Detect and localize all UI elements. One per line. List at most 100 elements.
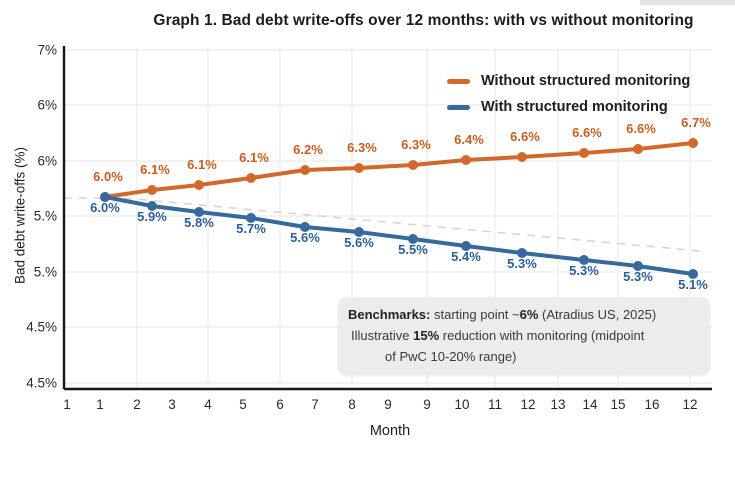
data-point <box>408 160 418 170</box>
legend-item-with-monitoring: With structured monitoring <box>447 94 690 120</box>
note-line: Benchmarks: starting point ~6% (Atradius… <box>348 304 700 325</box>
data-point <box>688 138 698 148</box>
y-tick-label: 7% <box>37 43 57 58</box>
data-point <box>461 155 471 165</box>
data-point-label: 5.1% <box>678 277 708 292</box>
data-point-label: 6.3% <box>401 137 431 152</box>
data-point-label: 6.1% <box>140 162 170 177</box>
data-point <box>300 165 310 175</box>
data-point-label: 5.3% <box>569 263 599 278</box>
chart-title: Graph 1. Bad debt write-offs over 12 mon… <box>153 12 694 29</box>
data-point <box>517 248 527 258</box>
data-point-label: 6.0% <box>93 169 123 184</box>
data-point-label: 5.4% <box>451 249 481 264</box>
data-point-label: 6.0% <box>90 200 120 215</box>
y-tick-label: 6% <box>37 154 57 169</box>
data-point <box>517 152 527 162</box>
note-text: Illustrative <box>351 328 414 343</box>
x-tick-label: 10 <box>454 397 469 412</box>
x-tick-label: 1 <box>63 397 71 412</box>
series-line <box>103 141 695 199</box>
data-point <box>246 173 256 183</box>
x-tick-label: 11 <box>488 397 502 412</box>
data-point <box>461 241 471 251</box>
legend: Without structured monitoring With struc… <box>447 68 690 120</box>
data-point <box>246 213 256 223</box>
data-point <box>147 201 157 211</box>
note-lines: Benchmarks: starting point ~6% (Atradius… <box>348 304 700 367</box>
data-point-label: 6.1% <box>239 150 269 165</box>
note-line: of PwC 10-20% range) <box>348 346 700 367</box>
legend-label: With structured monitoring <box>481 99 668 115</box>
x-tick-label: 12 <box>682 397 697 412</box>
note-text: of PwC 10-20% range) <box>385 349 517 364</box>
screenshot-artifact-bar <box>640 0 735 5</box>
legend-swatch-blue-icon <box>447 104 470 110</box>
y-tick-label: 4.5% <box>26 376 57 391</box>
y-tick-label: 6% <box>37 98 57 113</box>
data-point <box>579 148 589 158</box>
data-point <box>579 255 589 265</box>
data-point <box>633 144 643 154</box>
data-point <box>300 222 310 232</box>
x-tick-label: 8 <box>348 397 356 412</box>
benchmark-note-box: Benchmarks: starting point ~6% (Atradius… <box>338 297 710 375</box>
x-tick-label: 9 <box>423 397 431 412</box>
note-text: starting point ~ <box>430 307 520 322</box>
x-tick-label: 2 <box>133 397 141 412</box>
data-point-label: 6.6% <box>510 129 540 144</box>
x-tick-label: 13 <box>550 397 565 412</box>
data-point <box>194 207 204 217</box>
data-point <box>194 180 204 190</box>
data-point-label: 6.1% <box>187 157 217 172</box>
data-point <box>354 163 364 173</box>
y-tick-label: 5.% <box>34 209 57 224</box>
data-point-label: 5.6% <box>290 230 320 245</box>
legend-swatch-orange-icon <box>447 78 470 84</box>
x-tick-label: 5 <box>239 397 247 412</box>
series-line <box>103 195 695 276</box>
data-point-label: 6.7% <box>681 115 711 130</box>
data-point <box>354 227 364 237</box>
x-tick-label: 4 <box>204 397 212 412</box>
legend-item-without-monitoring: Without structured monitoring <box>447 68 690 94</box>
data-point <box>633 261 643 271</box>
x-tick-label: 9 <box>384 397 392 412</box>
note-text: reduction with monitoring (midpoint <box>439 328 645 343</box>
data-point-label: 6.2% <box>293 142 323 157</box>
data-point-label: 6.6% <box>626 121 656 136</box>
note-text-bold: 15% <box>413 328 440 343</box>
y-tick-label: 5.% <box>34 265 57 280</box>
data-point-label: 5.8% <box>184 215 214 230</box>
x-tick-label: 14 <box>582 397 598 412</box>
data-point-label: 5.3% <box>507 256 537 271</box>
note-text-bold: 6% <box>519 307 539 322</box>
x-tick-label: 6 <box>276 397 284 412</box>
data-point-label: 5.3% <box>623 269 653 284</box>
x-tick-label: 12 <box>520 397 535 412</box>
data-point-label: 6.3% <box>347 140 377 155</box>
data-point-label: 5.6% <box>344 235 374 250</box>
y-tick-label: 4.5% <box>26 320 57 335</box>
x-tick-label: 1 <box>96 397 104 412</box>
data-point-label: 5.5% <box>398 242 428 257</box>
data-point <box>147 185 157 195</box>
x-tick-label: 15 <box>610 397 625 412</box>
data-point <box>688 269 698 279</box>
note-text: (Atradius US, 2025) <box>538 307 657 322</box>
data-point-label: 5.7% <box>236 221 266 236</box>
note-text-bold: Benchmarks: <box>348 307 431 322</box>
data-point <box>100 192 110 202</box>
data-point-label: 6.4% <box>454 132 484 147</box>
data-point-label: 6.6% <box>572 125 602 140</box>
legend-label: Without structured monitoring <box>481 73 691 89</box>
data-point-label: 5.9% <box>137 209 167 224</box>
data-point <box>408 234 418 244</box>
reference-dashed-line <box>64 197 701 252</box>
x-tick-label: 7 <box>311 397 319 412</box>
note-line: Illustrative 15% reduction with monitori… <box>348 325 700 346</box>
x-tick-label: 3 <box>168 397 176 412</box>
x-tick-label: 16 <box>644 397 659 412</box>
